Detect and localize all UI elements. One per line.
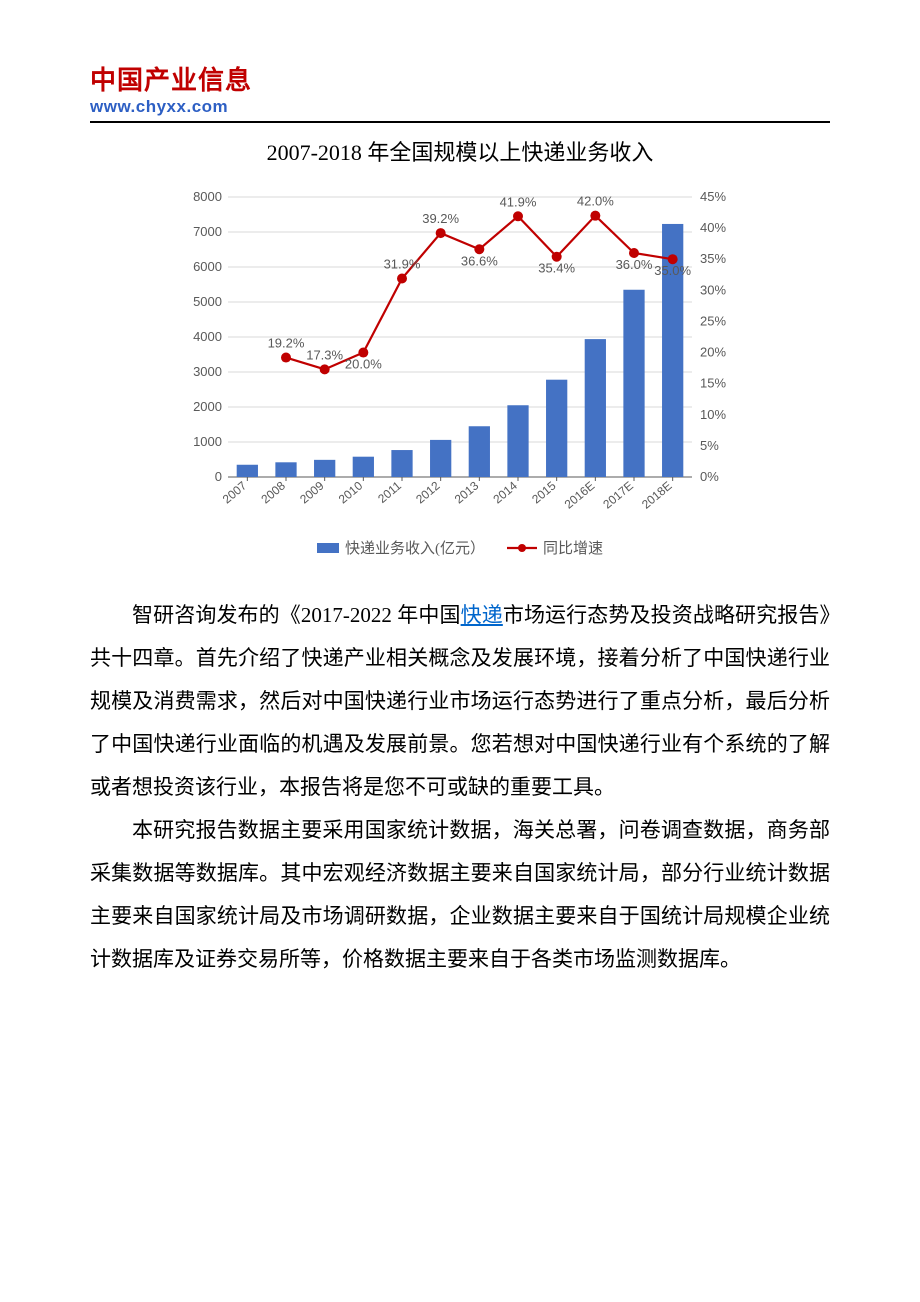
site-logo: 中国产业信息 www.chyxx.com bbox=[90, 60, 830, 117]
svg-text:3000: 3000 bbox=[193, 364, 222, 379]
svg-text:4000: 4000 bbox=[193, 329, 222, 344]
legend-bar-label: 快递业务收入(亿元） bbox=[345, 537, 485, 558]
svg-text:8000: 8000 bbox=[193, 189, 222, 204]
legend-line-swatch bbox=[507, 542, 537, 554]
chart-title: 2007-2018 年全国规模以上快递业务收入 bbox=[90, 135, 830, 167]
svg-text:30%: 30% bbox=[700, 282, 726, 297]
logo-url: www.chyxx.com bbox=[90, 97, 830, 117]
p1-pre: 智研咨询发布的《2017-2022 年中国 bbox=[132, 603, 461, 627]
svg-text:25%: 25% bbox=[700, 313, 726, 328]
svg-text:31.9%: 31.9% bbox=[384, 257, 421, 272]
svg-text:2017E: 2017E bbox=[600, 479, 636, 512]
svg-text:2018E: 2018E bbox=[639, 479, 675, 512]
svg-text:2016E: 2016E bbox=[562, 479, 598, 512]
svg-text:15%: 15% bbox=[700, 376, 726, 391]
legend-line-label: 同比增速 bbox=[543, 537, 603, 558]
express-link[interactable]: 快递 bbox=[461, 603, 503, 627]
header-divider bbox=[90, 121, 830, 123]
svg-text:19.2%: 19.2% bbox=[268, 336, 305, 351]
svg-text:2007: 2007 bbox=[220, 478, 250, 506]
svg-text:6000: 6000 bbox=[193, 259, 222, 274]
svg-text:2012: 2012 bbox=[413, 478, 443, 506]
svg-text:39.2%: 39.2% bbox=[422, 211, 459, 226]
legend-line: 同比增速 bbox=[507, 537, 603, 558]
p1-post: 市场运行态势及投资战略研究报告》共十四章。首先介绍了快递产业相关概念及发展环境，… bbox=[90, 603, 830, 799]
svg-text:35.0%: 35.0% bbox=[654, 263, 691, 278]
svg-text:2014: 2014 bbox=[490, 478, 520, 506]
svg-text:0%: 0% bbox=[700, 469, 719, 484]
logo-title: 中国产业信息 bbox=[90, 60, 830, 97]
svg-text:1000: 1000 bbox=[193, 434, 222, 449]
paragraph-1: 智研咨询发布的《2017-2022 年中国快递市场运行态势及投资战略研究报告》共… bbox=[90, 594, 830, 809]
svg-text:5000: 5000 bbox=[193, 294, 222, 309]
svg-text:40%: 40% bbox=[700, 220, 726, 235]
svg-text:2010: 2010 bbox=[336, 478, 366, 506]
svg-text:17.3%: 17.3% bbox=[306, 347, 343, 362]
svg-text:0: 0 bbox=[215, 469, 222, 484]
svg-text:41.9%: 41.9% bbox=[500, 194, 537, 209]
svg-text:35.4%: 35.4% bbox=[538, 261, 575, 276]
svg-text:35%: 35% bbox=[700, 251, 726, 266]
chart-legend: 快递业务收入(亿元） 同比增速 bbox=[180, 537, 740, 558]
svg-text:7000: 7000 bbox=[193, 224, 222, 239]
svg-text:20.0%: 20.0% bbox=[345, 357, 382, 372]
svg-text:36.0%: 36.0% bbox=[616, 257, 653, 272]
svg-text:2015: 2015 bbox=[529, 478, 559, 506]
svg-text:10%: 10% bbox=[700, 407, 726, 422]
svg-text:42.0%: 42.0% bbox=[577, 194, 614, 209]
svg-text:45%: 45% bbox=[700, 189, 726, 204]
svg-text:2009: 2009 bbox=[297, 478, 327, 506]
legend-bar: 快递业务收入(亿元） bbox=[317, 537, 485, 558]
legend-bar-swatch bbox=[317, 543, 339, 553]
svg-text:5%: 5% bbox=[700, 438, 719, 453]
chart-canvas: 0 1000 2000 3000 4000 5000 6000 7000 8000 0% 5% 10%… bbox=[180, 187, 740, 533]
svg-text:2013: 2013 bbox=[452, 478, 482, 506]
svg-text:2011: 2011 bbox=[375, 478, 404, 506]
svg-text:2000: 2000 bbox=[193, 399, 222, 414]
svg-text:36.6%: 36.6% bbox=[461, 253, 498, 268]
paragraph-2: 本研究报告数据主要采用国家统计数据，海关总署，问卷调查数据，商务部采集数据等数据… bbox=[90, 809, 830, 981]
svg-text:2008: 2008 bbox=[258, 478, 288, 506]
body-text: 智研咨询发布的《2017-2022 年中国快递市场运行态势及投资战略研究报告》共… bbox=[90, 594, 830, 981]
revenue-chart: 0 1000 2000 3000 4000 5000 6000 7000 8000 0% 5% 10%… bbox=[180, 187, 740, 558]
svg-text:20%: 20% bbox=[700, 345, 726, 360]
